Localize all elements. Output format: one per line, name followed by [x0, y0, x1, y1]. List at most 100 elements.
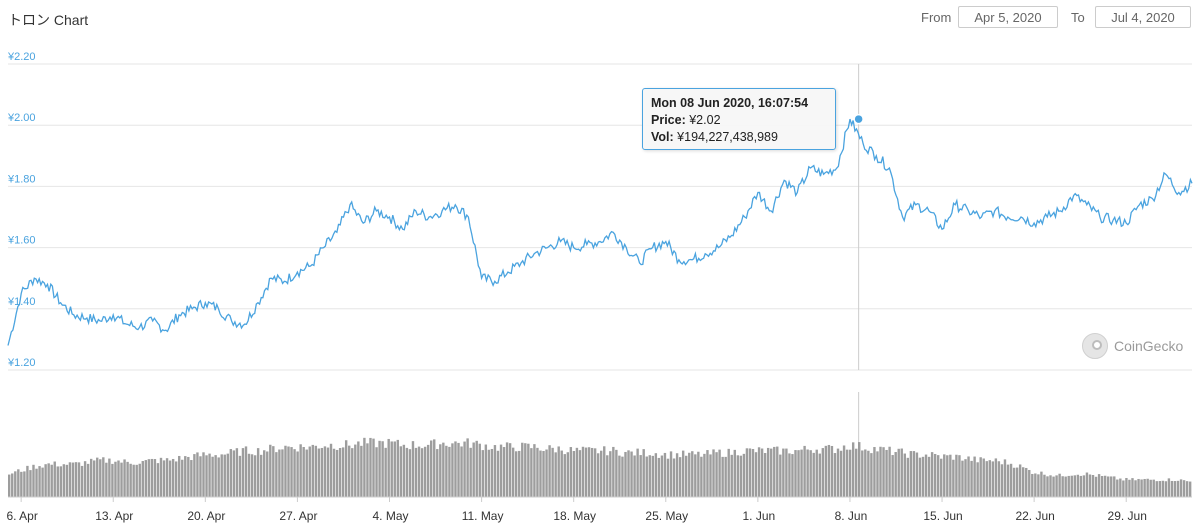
- volume-bar: [1040, 471, 1043, 497]
- volume-bar: [809, 450, 812, 497]
- volume-bar: [1100, 476, 1104, 497]
- volume-bar: [621, 456, 624, 497]
- volume-bar: [851, 442, 855, 497]
- volume-bar: [797, 450, 800, 497]
- volume-bar: [59, 466, 63, 497]
- from-date-input[interactable]: [958, 6, 1058, 28]
- volume-bar: [1152, 479, 1155, 497]
- volume-bar: [855, 448, 858, 497]
- volume-bar: [1070, 475, 1073, 497]
- volume-bar: [287, 446, 290, 497]
- volume-bar: [967, 456, 970, 497]
- volume-bar: [466, 438, 469, 497]
- volume-bar: [636, 448, 639, 497]
- volume-bar: [181, 459, 184, 497]
- volume-bar: [603, 446, 606, 497]
- volume-bar: [217, 457, 220, 497]
- x-tick-label: 25. May: [645, 509, 688, 523]
- volume-bar: [272, 446, 275, 497]
- volume-bar: [1076, 474, 1080, 497]
- volume-bar: [961, 460, 964, 497]
- volume-bar: [885, 449, 888, 497]
- volume-bar: [408, 449, 412, 497]
- volume-bar: [11, 473, 14, 497]
- volume-bar: [299, 444, 302, 497]
- volume-bar: [414, 447, 418, 497]
- volume-bar: [502, 447, 506, 497]
- y-tick-label: ¥1.80: [7, 173, 36, 185]
- volume-bar: [1125, 477, 1128, 497]
- volume-bar: [773, 446, 776, 497]
- volume-bar: [958, 455, 961, 497]
- volume-bar: [530, 448, 533, 497]
- volume-bar: [803, 445, 806, 497]
- volume-bar: [8, 474, 11, 497]
- volume-bar: [126, 461, 129, 497]
- volume-bar: [1161, 480, 1165, 497]
- volume-bar: [156, 463, 160, 497]
- volume-bar: [187, 456, 190, 497]
- volume-bar: [102, 457, 105, 497]
- volume-bar: [842, 445, 846, 497]
- volume-bar: [921, 456, 925, 497]
- x-axis-ticks: 6. Apr 13. Apr 20. Apr 27. Apr 4. May 11. May…: [6, 497, 1147, 523]
- volume-bar: [35, 468, 38, 497]
- volume-bar: [557, 446, 560, 497]
- volume-bar: [697, 451, 700, 497]
- volume-bar: [80, 465, 84, 497]
- volume-bar: [1088, 474, 1092, 497]
- volume-bar: [111, 463, 114, 497]
- volume-bar: [563, 454, 566, 497]
- volume-bar: [259, 454, 263, 497]
- volume-bar: [930, 452, 934, 497]
- volume-bar: [1073, 475, 1076, 497]
- volume-bar: [964, 459, 967, 497]
- volume-bar: [533, 444, 536, 497]
- volume-bar: [168, 460, 172, 497]
- volume-bar: [332, 448, 336, 497]
- volume-bar: [548, 445, 551, 497]
- volume-bar: [123, 459, 126, 497]
- volume-bar: [870, 453, 873, 497]
- volume-bar: [569, 447, 573, 497]
- volume-bar: [1149, 479, 1152, 497]
- volume-bar: [77, 462, 81, 497]
- volume-bar: [1061, 476, 1064, 497]
- volume-bar: [290, 447, 293, 497]
- volume-bar: [354, 444, 357, 497]
- volume-bar: [1146, 478, 1149, 497]
- volume-bar: [451, 443, 454, 497]
- volume-bar: [138, 463, 141, 497]
- volume-bar: [311, 444, 314, 497]
- volume-bar: [906, 457, 910, 497]
- volume-bar: [171, 458, 175, 497]
- volume-bar: [162, 460, 166, 497]
- volume-bar: [1094, 476, 1098, 497]
- volume-bar: [335, 449, 339, 497]
- volume-bar: [89, 458, 93, 497]
- volume-bar: [86, 463, 90, 497]
- volume-bar: [703, 453, 706, 497]
- volume-bar: [1009, 463, 1013, 497]
- volume-bar: [375, 447, 378, 497]
- volume-bar: [666, 458, 670, 497]
- volume-bar: [1110, 476, 1113, 497]
- volume-bar: [848, 449, 852, 497]
- volume-bar: [144, 460, 148, 497]
- volume-bar: [363, 437, 366, 497]
- volume-bar: [351, 448, 354, 497]
- volume-bar: [439, 444, 442, 497]
- volume-bar: [1122, 480, 1125, 497]
- to-date-input[interactable]: [1095, 6, 1191, 28]
- volume-bar: [484, 444, 488, 497]
- volume-bar: [302, 447, 305, 497]
- tooltip-vol-value: ¥194,227,438,989: [677, 130, 778, 144]
- x-tick-label: 27. Apr: [279, 509, 317, 523]
- volume-bar: [584, 447, 588, 497]
- volume-bar: [135, 464, 138, 497]
- volume-bar: [542, 451, 545, 497]
- volume-bar: [1131, 478, 1134, 497]
- volume-bar: [266, 451, 269, 497]
- volume-bar: [861, 450, 864, 497]
